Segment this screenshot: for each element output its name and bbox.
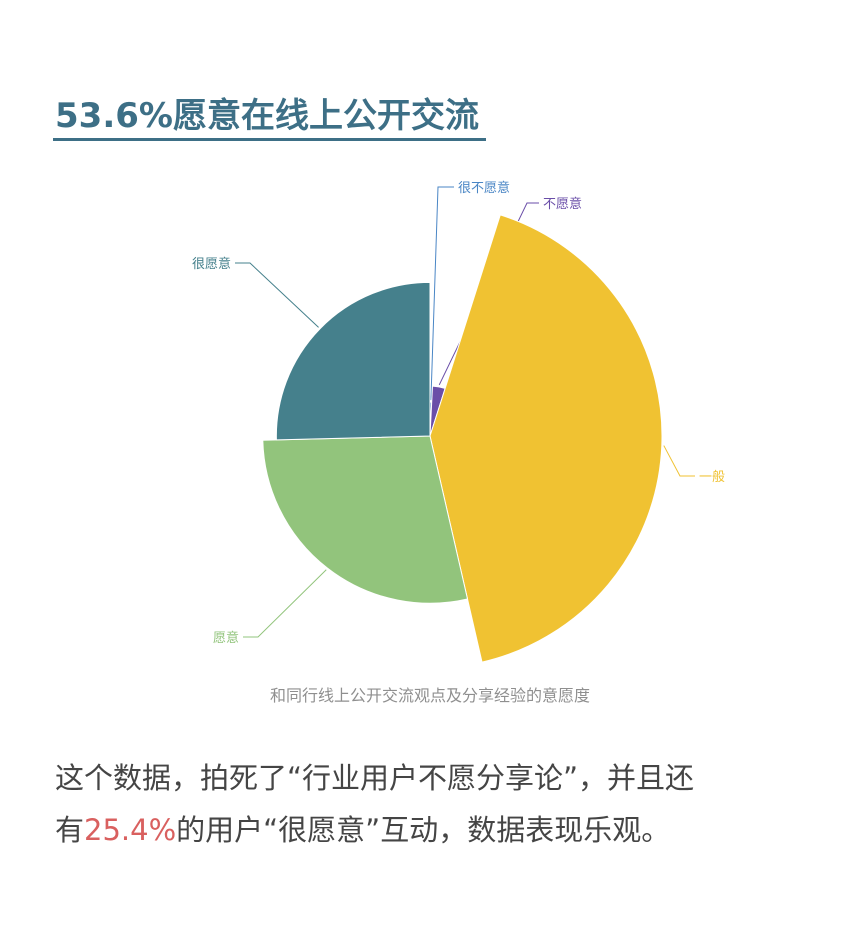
slice-label-4: 愿意 [213,630,239,645]
body-line-2-prefix: 有 [55,813,85,847]
leader-line-4 [243,569,327,638]
headline-underline [53,138,486,141]
slice-label-5: 很愿意 [192,256,231,271]
body-line-1: 这个数据，拍死了“行业用户不愿分享论”，并且还 [55,761,695,795]
slice-label-3: 一般 [699,469,725,484]
chart-title: 和同行线上公开交流观点及分享经验的意愿度 [269,686,590,705]
highlight-percentage: 25.4% [84,813,177,847]
leader-line-1 [430,186,454,401]
headline: 53.6%愿意在线上公开交流 [55,96,479,136]
slice-label-1: 很不愿意 [458,180,510,195]
slice-5 [275,281,431,441]
body-text: 这个数据，拍死了“行业用户不愿分享论”，并且还 有25.4%的用户“很愿意”互动… [55,752,825,856]
leader-line-5 [235,262,319,328]
slice-3 [429,214,663,663]
leader-line-3 [663,445,695,477]
slice-label-2: 不愿意 [543,196,582,211]
body-line-2-suffix: 的用户“很愿意”互动，数据表现乐观。 [176,813,671,847]
slice-4 [262,435,469,604]
